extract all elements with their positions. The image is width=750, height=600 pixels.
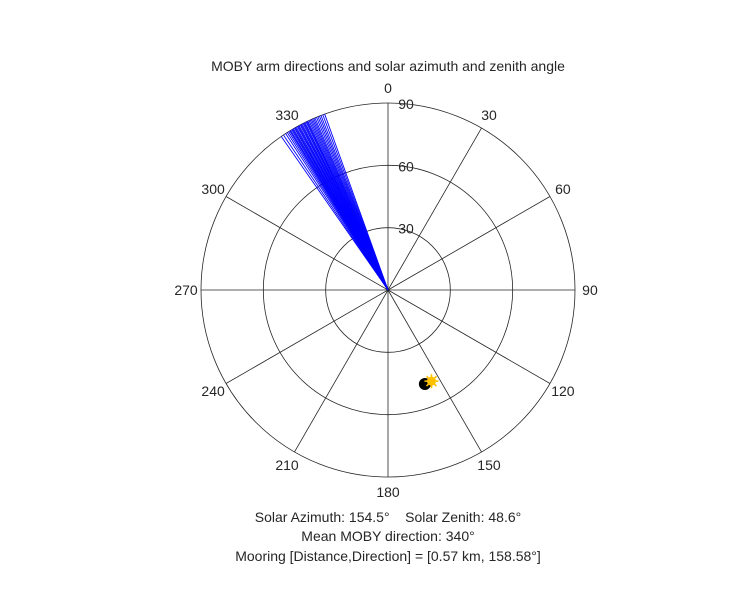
moby-arm-direction-line [324, 113, 389, 291]
angle-tick-label: 240 [201, 383, 225, 399]
angle-tick-label: 60 [555, 181, 571, 197]
angle-grid-spoke [387, 196, 551, 291]
angle-grid-spoke [387, 289, 482, 453]
angle-tick-label: 210 [275, 457, 299, 473]
angle-tick-label: 150 [477, 457, 501, 473]
angle-tick-label: 0 [384, 80, 392, 96]
solar-annotation: Solar Azimuth: 154.5° Solar Zenith: 48.6… [255, 509, 521, 525]
polar-grid [200, 102, 576, 478]
angle-tick-label: 180 [376, 484, 400, 500]
radial-tick-label: 60 [398, 158, 414, 174]
angle-tick-label: 270 [174, 282, 198, 298]
angle-tick-label: 90 [582, 282, 598, 298]
moby-direction-annotation: Mean MOBY direction: 340° [301, 528, 474, 544]
angle-grid-spoke [387, 127, 482, 291]
angle-tick-labels: 0 30 60 90 120 150 180 210 240 270 300 330 [174, 80, 598, 500]
angle-tick-label: 30 [481, 107, 497, 123]
angle-tick-label: 300 [201, 181, 225, 197]
chart-title: MOBY arm directions and solar azimuth an… [211, 58, 565, 74]
radial-tick-label: 30 [398, 221, 414, 237]
angle-tick-label: 120 [551, 383, 575, 399]
angle-grid-spoke [225, 289, 389, 384]
mooring-annotation: Mooring [Distance,Direction] = [0.57 km,… [235, 548, 541, 564]
radial-tick-label: 90 [398, 96, 414, 112]
angle-grid-spoke [387, 289, 551, 384]
sun-disc [426, 376, 436, 386]
polar-data [280, 113, 439, 391]
sun-position-marker [424, 374, 439, 389]
radial-tick-labels: 30 60 90 [398, 96, 414, 237]
angle-tick-label: 330 [275, 107, 299, 123]
angle-grid-spoke [225, 196, 389, 291]
angle-grid-spoke [294, 289, 389, 453]
